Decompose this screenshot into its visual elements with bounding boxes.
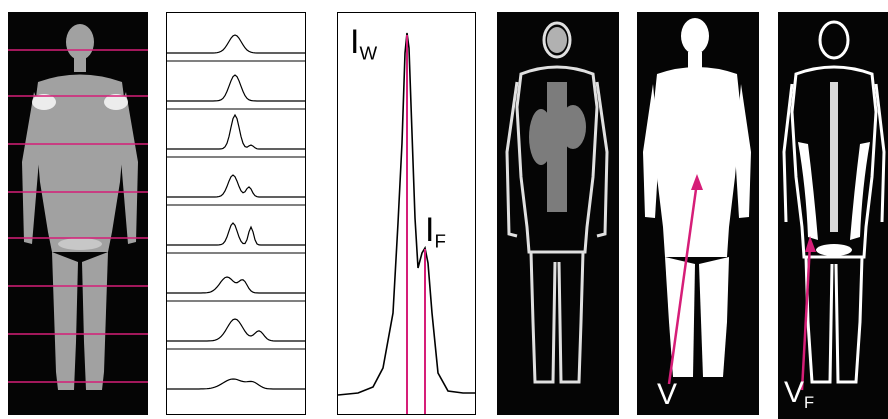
body-silhouette [22, 24, 138, 390]
vf-arrow-line [800, 243, 812, 391]
v-label: V [657, 378, 678, 411]
fat-map-panel: VF [778, 12, 888, 419]
spectrum-trace [167, 174, 305, 198]
fat-intensity-label: IF [425, 211, 446, 252]
slice-lines [8, 49, 148, 383]
v-arrow-line [667, 181, 699, 385]
vf-arrow-head [805, 236, 816, 252]
mri-coronal-scan-image [505, 21, 609, 384]
spectrum-detail-plot [338, 32, 475, 414]
body-mask-image [643, 18, 751, 385]
spectrum-trace [167, 113, 305, 150]
body-outline [505, 21, 609, 384]
bright-regions [32, 94, 128, 250]
spectrum-trace [167, 222, 305, 246]
body-mask-panel: V [637, 12, 759, 415]
fat-deposits [798, 82, 870, 256]
fat-map-image [782, 20, 886, 391]
vf-label: VF [784, 376, 815, 412]
spectrum-trace [167, 276, 305, 294]
v-arrow-head [691, 174, 703, 190]
spectrum-trace [167, 318, 305, 342]
stacked-spectra-panel [166, 12, 306, 415]
spectrum-curve [338, 32, 475, 396]
organs [529, 27, 586, 212]
spectrum-trace [167, 34, 305, 54]
stacked-spectra-plot [167, 34, 305, 390]
spectrum-trace [167, 74, 305, 102]
water-intensity-label: IW [350, 23, 378, 64]
spectrum-detail-panel: IW IF [337, 12, 476, 415]
mri-coronal-scan-panel [497, 12, 619, 415]
mri-with-slice-lines-panel [8, 12, 148, 415]
mri-with-slice-lines-image [8, 24, 148, 390]
body-mask-silhouette [643, 18, 751, 377]
spectrum-trace [167, 378, 305, 390]
